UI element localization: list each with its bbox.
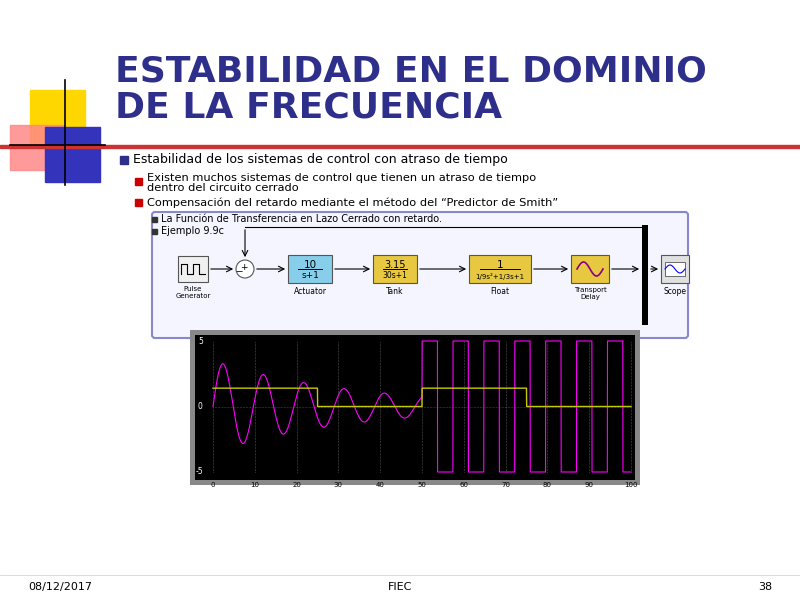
Bar: [10, 125, 65, 170]
Text: Tank: Tank: [386, 287, 404, 296]
Text: La Función de Transferencia en Lazo Cerrado con retardo.: La Función de Transferencia en Lazo Cerr…: [161, 214, 442, 224]
Bar: [152, 229, 157, 233]
Text: 50: 50: [418, 482, 426, 488]
Bar: [195, 335, 635, 480]
Text: Actuator: Actuator: [294, 287, 326, 296]
Text: dentro del circuito cerrado: dentro del circuito cerrado: [147, 183, 298, 193]
Bar: [135, 199, 142, 206]
Text: −: −: [235, 266, 242, 275]
Text: 100: 100: [624, 482, 638, 488]
Text: Existen muchos sistemas de control que tienen un atraso de tiempo: Existen muchos sistemas de control que t…: [147, 173, 536, 183]
Bar: [288, 255, 332, 283]
Text: -5: -5: [196, 467, 204, 476]
Text: 5: 5: [198, 337, 203, 346]
Bar: [178, 256, 208, 282]
Bar: [190, 330, 640, 485]
Text: 10: 10: [250, 482, 259, 488]
Text: 30s+1: 30s+1: [382, 271, 407, 280]
Text: 70: 70: [501, 482, 510, 488]
Text: Compensación del retardo mediante el método del “Predictor de Smith”: Compensación del retardo mediante el mét…: [147, 198, 558, 208]
Bar: [373, 255, 417, 283]
Text: 0: 0: [210, 482, 215, 488]
Text: Scope: Scope: [663, 287, 686, 296]
Text: s+1: s+1: [301, 271, 319, 280]
Text: 0: 0: [198, 402, 203, 411]
Text: Float: Float: [490, 287, 510, 296]
Text: 3.15: 3.15: [384, 260, 406, 270]
FancyBboxPatch shape: [152, 212, 688, 338]
Bar: [45, 127, 100, 182]
Text: 20: 20: [292, 482, 301, 488]
Text: 60: 60: [459, 482, 468, 488]
Text: 40: 40: [376, 482, 385, 488]
Bar: [642, 225, 648, 325]
Bar: [135, 178, 142, 185]
Text: 90: 90: [585, 482, 594, 488]
Text: Estabilidad de los sistemas de control con atraso de tiempo: Estabilidad de los sistemas de control c…: [133, 154, 508, 166]
Text: 30: 30: [334, 482, 343, 488]
Text: 1/9s²+1/3s+1: 1/9s²+1/3s+1: [475, 272, 525, 280]
Text: 1: 1: [497, 260, 503, 270]
Bar: [661, 255, 689, 283]
Text: FIEC: FIEC: [388, 582, 412, 592]
Bar: [120, 156, 128, 164]
Text: ESTABILIDAD EN EL DOMINIO: ESTABILIDAD EN EL DOMINIO: [115, 55, 707, 89]
Text: 08/12/2017: 08/12/2017: [28, 582, 92, 592]
Bar: [665, 262, 685, 276]
Text: +: +: [240, 263, 248, 271]
Circle shape: [236, 260, 254, 278]
Text: Transport
Delay: Transport Delay: [574, 287, 606, 300]
Bar: [469, 255, 531, 283]
Bar: [0, 145, 800, 148]
Bar: [30, 90, 85, 145]
Bar: [152, 217, 157, 221]
Text: 80: 80: [543, 482, 552, 488]
Text: 38: 38: [758, 582, 772, 592]
Bar: [571, 255, 609, 283]
Text: Ejemplo 9.9c: Ejemplo 9.9c: [161, 226, 224, 236]
Text: 10: 10: [303, 260, 317, 270]
Text: Pulse
Generator: Pulse Generator: [175, 286, 210, 299]
Text: DE LA FRECUENCIA: DE LA FRECUENCIA: [115, 90, 502, 124]
